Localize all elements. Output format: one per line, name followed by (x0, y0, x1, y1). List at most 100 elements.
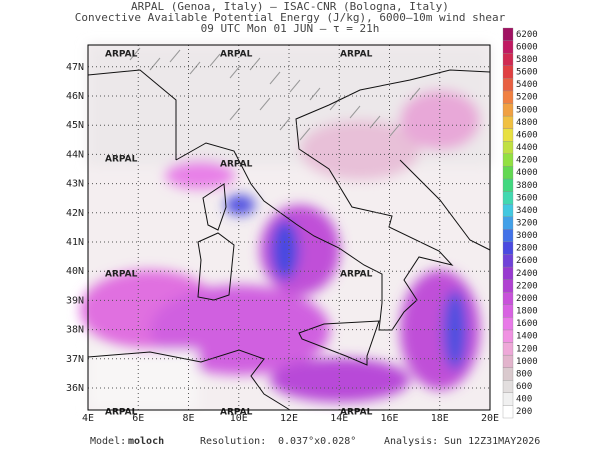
map: 4E 6E 8E 10E 12E 14E 16E 18E 20E 36N 37N 38N 39N 40N 4… (66, 44, 499, 424)
colorbar-swatch (502, 405, 514, 419)
colorbar-label: 2600 (516, 256, 538, 266)
colorbar-label: 3200 (516, 219, 538, 229)
lon-label: 18E (431, 413, 449, 424)
colorbar-swatch (502, 191, 514, 205)
colorbar-swatch (502, 40, 514, 54)
colorbar-swatch (502, 279, 514, 293)
colorbar-swatch (502, 354, 514, 368)
colorbar-label: 400 (516, 395, 532, 405)
colorbar-label: 3600 (516, 193, 538, 203)
lat-label: 42N (66, 208, 84, 219)
colorbar-swatch (502, 27, 514, 41)
lon-label: 16E (380, 413, 398, 424)
lat-label: 39N (66, 295, 84, 306)
watermark: ARPAL (105, 50, 138, 60)
lat-label: 44N (66, 149, 84, 160)
lat-label: 45N (66, 120, 84, 131)
lat-label: 43N (66, 179, 84, 190)
header-line: ARPAL (Genoa, Italy) — ISAC-CNR (Bologna… (131, 0, 449, 13)
colorbar-swatch (502, 53, 514, 66)
colorbar-label: 4800 (516, 118, 538, 128)
footer-label: Model: (90, 436, 126, 447)
colorbar-swatch (502, 115, 514, 129)
lat-label: 41N (66, 237, 84, 248)
watermark: ARPAL (105, 408, 138, 418)
colorbar-swatch (502, 203, 514, 217)
lon-label: 6E (132, 413, 144, 424)
colorbar-label: 1600 (516, 319, 538, 329)
colorbar-label: 3800 (516, 181, 538, 191)
colorbar-label: 600 (516, 382, 532, 392)
colorbar-label: 1000 (516, 357, 538, 367)
colorbar-label: 2000 (516, 294, 538, 304)
watermark: ARPAL (340, 270, 373, 280)
lat-label: 40N (66, 266, 84, 277)
colorbar-label: 6000 (516, 42, 538, 52)
colorbar-swatch (502, 178, 514, 192)
watermark: ARPAL (340, 408, 373, 418)
colorbar-swatch (502, 141, 514, 154)
watermark: ARPAL (220, 408, 253, 418)
lon-label: 10E (230, 413, 248, 424)
colorbar-label: 1400 (516, 332, 538, 342)
lon-label: 14E (330, 413, 348, 424)
header-line: Convective Available Potential Energy (J… (75, 11, 506, 24)
lat-label: 38N (66, 325, 84, 336)
watermark: ARPAL (340, 50, 373, 60)
watermark: ARPAL (220, 50, 253, 60)
colorbar-label: 4600 (516, 130, 538, 140)
colorbar-swatch (502, 128, 514, 142)
colorbar-swatch (502, 367, 514, 381)
lat-label: 47N (66, 62, 84, 73)
lat-label: 37N (66, 354, 84, 365)
colorbar-label: 4200 (516, 156, 538, 166)
colorbar-label: 4000 (516, 168, 538, 178)
colorbar-swatch (502, 380, 514, 393)
colorbar-label: 5600 (516, 68, 538, 78)
watermark: ARPAL (220, 160, 253, 170)
colorbar-label: 2400 (516, 269, 538, 279)
footer-value: moloch (128, 436, 164, 447)
footer-label: Resolution: (200, 436, 266, 447)
colorbar-swatch (502, 90, 514, 104)
colorbar-swatch (502, 229, 514, 243)
colorbar-swatch (502, 342, 514, 356)
colorbar-label: 200 (516, 407, 532, 417)
coastline (87, 69, 491, 411)
colorbar-swatch (502, 241, 514, 255)
colorbar-label: 2800 (516, 244, 538, 254)
colorbar-swatch (502, 304, 514, 318)
colorbar-label: 5400 (516, 80, 538, 90)
colorbar-label: 1800 (516, 307, 538, 317)
colorbar-label: 6200 (516, 30, 538, 40)
footer-label: Analysis: (384, 436, 438, 447)
lat-label: 46N (66, 91, 84, 102)
colorbar-swatch (502, 166, 514, 180)
colorbar-swatch (502, 78, 514, 92)
colorbar-label: 3000 (516, 231, 538, 241)
lon-label: 12E (280, 413, 298, 424)
colorbar-swatch (502, 392, 514, 406)
colorbar-swatch (502, 292, 514, 305)
watermark: ARPAL (105, 270, 138, 280)
lon-label: 20E (481, 413, 499, 424)
colorbar-swatch (502, 103, 514, 117)
colorbar-swatch (502, 153, 514, 167)
colorbar-label: 800 (516, 369, 532, 379)
colorbar-swatch (502, 317, 514, 331)
lon-label: 8E (182, 413, 194, 424)
colorbar-label: 4400 (516, 143, 538, 153)
map-frame (87, 44, 491, 411)
lat-label: 36N (66, 383, 84, 394)
wind-barbs (129, 47, 421, 141)
colorbar-swatch (502, 329, 514, 343)
colorbar-swatch (502, 216, 514, 230)
colorbar-label: 2200 (516, 281, 538, 291)
colorbar-label: 1200 (516, 344, 538, 354)
lon-label: 4E (82, 413, 94, 424)
footer: Model: moloch Resolution: 0.037°x0.028° … (90, 436, 540, 447)
colorbar-swatch (502, 65, 514, 79)
colorbar-label: 5800 (516, 55, 538, 65)
footer-value: Sun 12Z31MAY2026 (444, 436, 540, 447)
